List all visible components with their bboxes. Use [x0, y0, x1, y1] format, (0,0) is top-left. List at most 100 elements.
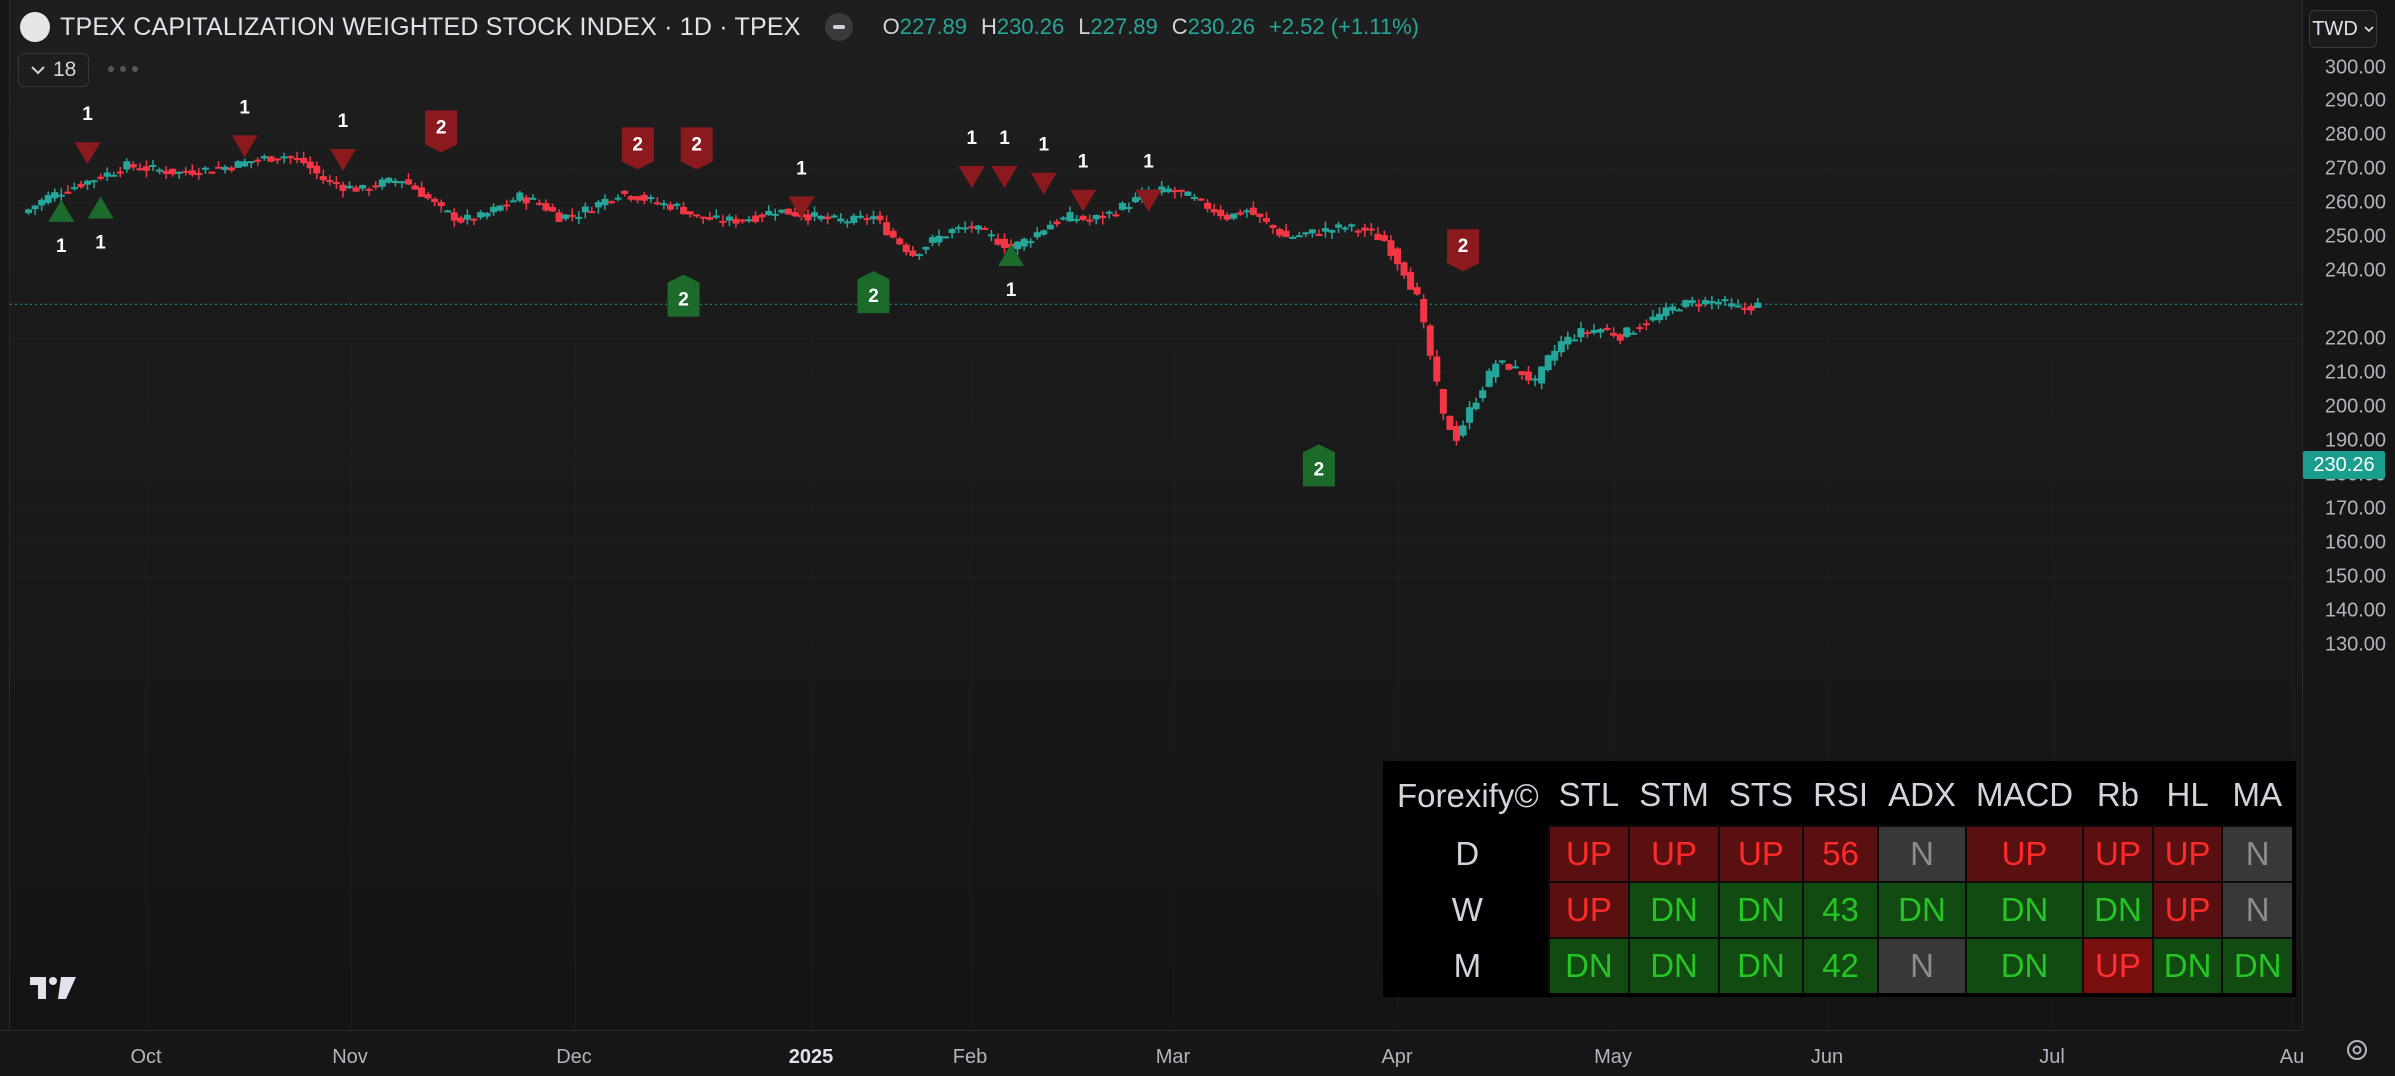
- candle: [686, 211, 694, 215]
- candle: [38, 199, 46, 206]
- indicators-toggle[interactable]: 18: [18, 53, 90, 87]
- candle: [1197, 198, 1205, 201]
- symbol-logo[interactable]: [20, 12, 50, 42]
- table-row: M DN DN DN 42 N DN UP DN DN: [1385, 937, 2295, 996]
- symbol-title[interactable]: TPEX CAPITALIZATION WEIGHTED STOCK INDEX…: [60, 12, 801, 41]
- candle: [673, 203, 681, 206]
- settings-icon[interactable]: [2340, 1033, 2374, 1067]
- sell-signal-arrow: [991, 165, 1018, 188]
- candle: [1079, 215, 1087, 220]
- table-header: MACD: [1975, 776, 2074, 813]
- candle: [313, 165, 321, 174]
- price-tick: 240.00: [2324, 259, 2386, 282]
- signal-label: 1: [95, 233, 106, 254]
- candle: [1073, 218, 1081, 221]
- candle: [791, 212, 799, 217]
- forexify-table: Forexify© STL STM STS RSI ADX MACD Rb HL MA D UP UP…: [1383, 761, 2296, 997]
- candle: [889, 230, 897, 238]
- candle: [1649, 316, 1657, 321]
- candle: [1583, 332, 1591, 335]
- candle: [359, 185, 367, 189]
- candle: [522, 197, 530, 204]
- candle: [391, 180, 399, 184]
- table-cell: DN: [2221, 937, 2295, 996]
- candle: [1538, 366, 1546, 384]
- candle: [1459, 425, 1467, 436]
- buy-signal-badge: [1302, 444, 1335, 487]
- candle: [287, 156, 295, 159]
- candle: [1112, 214, 1120, 217]
- candle: [555, 212, 563, 222]
- candle: [640, 194, 648, 201]
- candle: [824, 216, 832, 220]
- candle: [1426, 325, 1434, 356]
- candle: [509, 200, 517, 203]
- sell-signal-arrow: [1070, 189, 1097, 212]
- candle: [1446, 415, 1454, 430]
- candle: [398, 181, 406, 184]
- more-dots-icon[interactable]: [108, 66, 138, 72]
- chart-plot-area[interactable]: 1 1 1 1 1 2 2 2 2 1 2 1 1 1 1 1 1 2 2: [9, 0, 2303, 1030]
- candle: [1348, 224, 1356, 227]
- candle: [968, 226, 976, 229]
- row-label: D: [1385, 826, 1549, 882]
- table-cell: UP: [2082, 937, 2154, 996]
- table-header: MA: [2232, 776, 2282, 813]
- candle: [712, 215, 720, 218]
- candle: [1184, 191, 1192, 196]
- time-tick: Mar: [1155, 1046, 1191, 1068]
- candle: [909, 250, 917, 256]
- candle: [450, 212, 458, 221]
- table-cell: DN: [1628, 881, 1720, 939]
- signal-label: 1: [1143, 152, 1154, 173]
- candle: [1413, 287, 1421, 295]
- candle: [188, 170, 196, 175]
- candle: [346, 185, 353, 189]
- candle: [1020, 238, 1028, 247]
- candle: [221, 166, 229, 170]
- candle: [928, 237, 936, 243]
- candle: [372, 185, 380, 188]
- candle: [195, 172, 203, 176]
- table-cell: UP: [1717, 825, 1805, 883]
- candle: [883, 222, 891, 236]
- candle: [778, 209, 786, 213]
- candle: [136, 168, 144, 171]
- candle: [608, 201, 615, 204]
- candle: [208, 171, 216, 174]
- candle: [1701, 300, 1709, 305]
- candle: [1308, 229, 1316, 234]
- table-cell: DN: [1628, 937, 1720, 996]
- candle: [1525, 371, 1532, 381]
- last-price-label: 230.26: [2303, 451, 2385, 479]
- currency-select[interactable]: TWD: [2309, 10, 2377, 48]
- table-cell: DN: [2082, 881, 2154, 939]
- price-tick: 270.00: [2324, 157, 2386, 180]
- candle: [1610, 332, 1618, 336]
- candle: [1466, 407, 1474, 423]
- time-scale[interactable]: [0, 1030, 2302, 1076]
- candle: [1662, 307, 1670, 317]
- table-header: Rb: [2096, 776, 2140, 813]
- time-tick: Nov: [332, 1046, 368, 1068]
- candle: [1086, 219, 1094, 222]
- candle: [1492, 363, 1500, 378]
- price-scale[interactable]: 300.00 290.00 280.00 270.00 260.00 250.00 240.…: [2302, 0, 2395, 1030]
- candle: [1511, 366, 1519, 369]
- candle: [739, 219, 746, 222]
- candle: [666, 204, 674, 210]
- candle: [1472, 402, 1480, 410]
- signal-label: 1: [56, 236, 67, 257]
- collapse-icon[interactable]: [824, 13, 853, 41]
- signal-label: 1: [239, 97, 250, 118]
- candle: [431, 198, 439, 203]
- candle: [568, 214, 576, 217]
- candle: [162, 170, 170, 174]
- price-tick: 200.00: [2324, 395, 2386, 418]
- candle: [837, 218, 845, 222]
- candle: [1688, 300, 1696, 304]
- candle: [1380, 235, 1388, 242]
- tradingview-logo[interactable]: [28, 975, 78, 1006]
- price-chart[interactable]: 1 1 1 1 1 2 2 2 2 1 2 1 1 1 1 1 1 2 2: [10, 0, 2303, 1030]
- signal-label: 1: [1006, 280, 1017, 301]
